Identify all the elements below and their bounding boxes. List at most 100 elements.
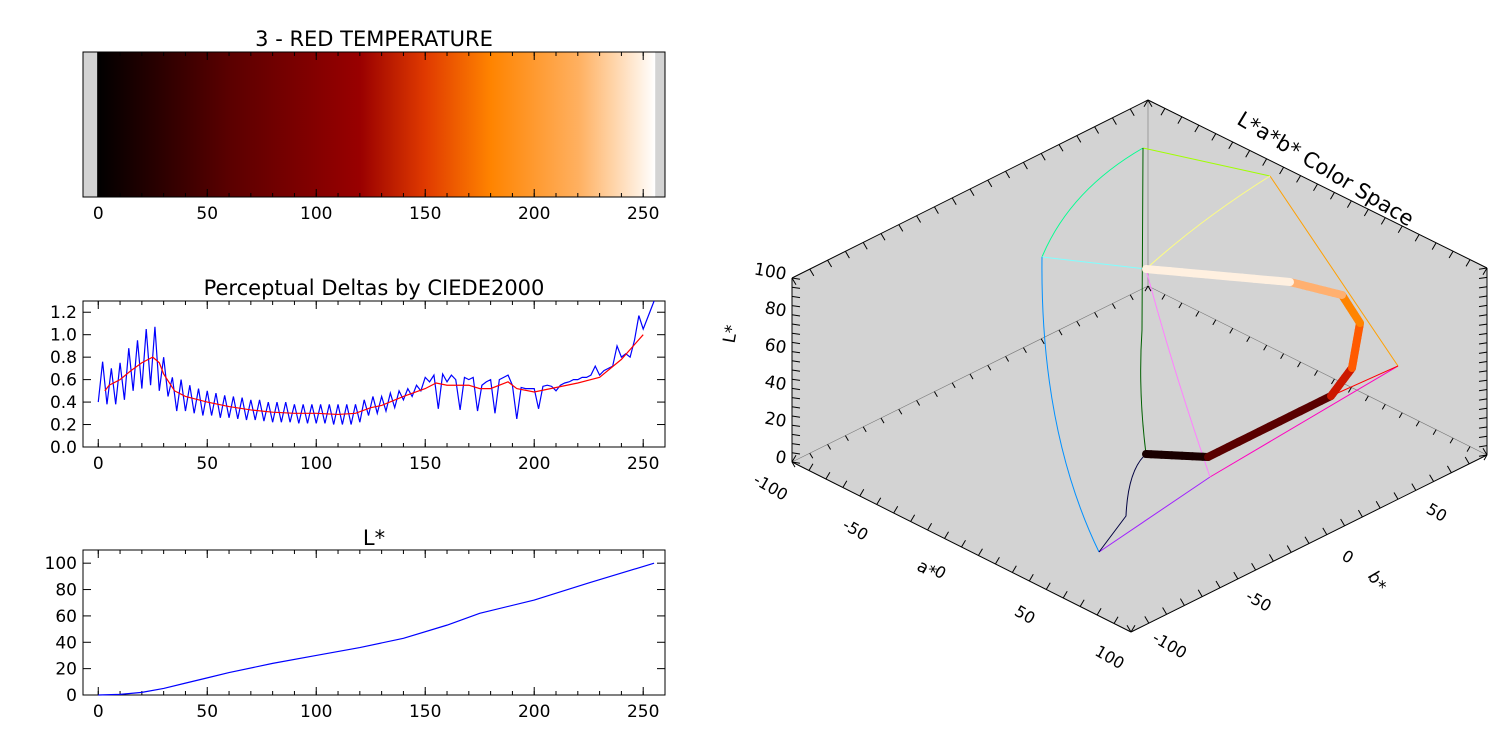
lab-inner-tick <box>791 461 796 468</box>
lab-inner-tick <box>1111 303 1116 309</box>
lab-tick <box>1393 492 1399 500</box>
lab-inner-tick <box>1161 294 1166 300</box>
lab-tick <box>809 268 815 277</box>
lab-inner-tick <box>1246 336 1251 343</box>
lab-tick <box>791 461 801 464</box>
lab-tick <box>791 387 801 391</box>
lab-tick <box>1268 554 1274 562</box>
lab-tick <box>1478 398 1488 401</box>
lstar-axis-label: L* <box>720 324 743 345</box>
lab-inner-tick <box>1280 353 1285 359</box>
lab-gamut-edge <box>1098 476 1211 553</box>
lab-tick <box>1446 465 1452 473</box>
lstar-ytick-label: 0 <box>66 686 77 706</box>
lab-tick <box>1478 286 1488 289</box>
lab-tick <box>933 206 939 214</box>
lab-background <box>792 100 1487 632</box>
lab-inner-tick <box>844 435 849 441</box>
lab-tick <box>1363 208 1369 217</box>
bstar-axis-label: b* <box>1363 568 1390 595</box>
lab-tick <box>1251 562 1257 571</box>
lab-tick <box>1330 192 1335 200</box>
lab-tick <box>1296 175 1301 183</box>
lab-tick <box>1482 447 1488 456</box>
colorbar-xtick-label: 150 <box>409 204 441 224</box>
lab-tick <box>791 351 801 354</box>
lab-tick <box>1028 573 1034 582</box>
lab-tick <box>944 531 949 539</box>
lstar-tick-label: 80 <box>763 298 788 321</box>
lab-tick <box>1478 276 1488 280</box>
lab-gamut-edge <box>1145 268 1211 478</box>
lstar-ytick-label: 60 <box>55 607 77 627</box>
deltas-series-0 <box>97 300 655 425</box>
lab-gamut-edge <box>1098 453 1147 553</box>
lstar-title: L* <box>363 526 385 550</box>
lab-tick <box>791 397 801 400</box>
colorbar-xtick-label: 250 <box>627 204 659 224</box>
lstar-xtick-label: 0 <box>93 702 104 722</box>
lab-tick <box>1478 417 1488 420</box>
lab-tick <box>791 332 801 335</box>
deltas-ytick-label: 0.6 <box>50 371 77 391</box>
lab-gamut-edge <box>1330 365 1399 397</box>
bstar-tick-label: 0 <box>1339 546 1357 568</box>
deltas-ytick-label: 0.2 <box>50 416 77 436</box>
deltas-frame <box>82 300 666 448</box>
lab-tick <box>1346 200 1352 208</box>
lab-tick <box>1340 518 1346 527</box>
lab-tick <box>1322 527 1328 535</box>
lab-inner-tick <box>1483 454 1488 461</box>
lab-tick <box>1045 582 1051 590</box>
lab-inner-tick <box>1076 320 1081 327</box>
lab-tick <box>927 522 933 531</box>
lab-tick <box>1414 234 1420 242</box>
lab-tick <box>1304 536 1310 544</box>
lab-tick <box>1478 370 1488 373</box>
lstar-xtick-label: 200 <box>518 702 550 722</box>
lab-tick <box>791 286 801 289</box>
colorbar-xtick-label: 200 <box>518 204 550 224</box>
lstar-xtick-label: 50 <box>196 702 218 722</box>
lab-tick <box>1143 99 1149 108</box>
lab-inner-tick <box>880 417 885 424</box>
astar-tick-label: -50 <box>839 515 871 545</box>
lab-inner-tick <box>916 400 921 406</box>
lab-tick <box>910 514 916 522</box>
colorbar-frame <box>82 51 666 198</box>
lstar-ytick-label: 20 <box>55 660 77 680</box>
lab-inner-tick <box>1449 437 1454 444</box>
lab-inner-tick <box>933 391 938 397</box>
lab-gamut-edge <box>1041 147 1144 258</box>
deltas-xtick-label: 150 <box>409 454 441 474</box>
lab-tick <box>825 471 831 480</box>
colorbar-xtick-label: 100 <box>300 204 332 224</box>
lab-tick <box>859 488 865 497</box>
lab-tick <box>1478 267 1488 270</box>
lab-tick <box>1478 314 1488 317</box>
lab-tick <box>1478 342 1488 345</box>
lab-tick <box>1478 351 1488 354</box>
lab-tick <box>1211 133 1217 141</box>
lab-tick <box>1478 426 1488 429</box>
lab-tick <box>1465 259 1471 267</box>
lstar-ytick-label: 100 <box>45 554 77 574</box>
lab-tick <box>808 463 814 471</box>
lab-tick <box>791 452 801 455</box>
lab-tick <box>893 505 899 514</box>
lstar-xtick-label: 100 <box>300 702 332 722</box>
lab-tick <box>1431 242 1437 250</box>
lab-tick <box>1233 571 1239 580</box>
lab-inner-tick <box>1212 319 1217 326</box>
lab-tick <box>791 314 801 317</box>
lab-tick <box>1478 454 1488 457</box>
lab-inner-tick <box>898 408 903 415</box>
colorbar-title: 3 - RED TEMPERATURE <box>255 27 493 51</box>
lstar-xtick-label: 250 <box>627 702 659 722</box>
deltas-xtick-label: 250 <box>627 454 659 474</box>
lstar-series-0 <box>98 562 655 696</box>
colormap-trajectory-segment <box>1142 265 1162 275</box>
lab-tick <box>791 277 801 280</box>
lab-inner-tick <box>1415 420 1420 427</box>
